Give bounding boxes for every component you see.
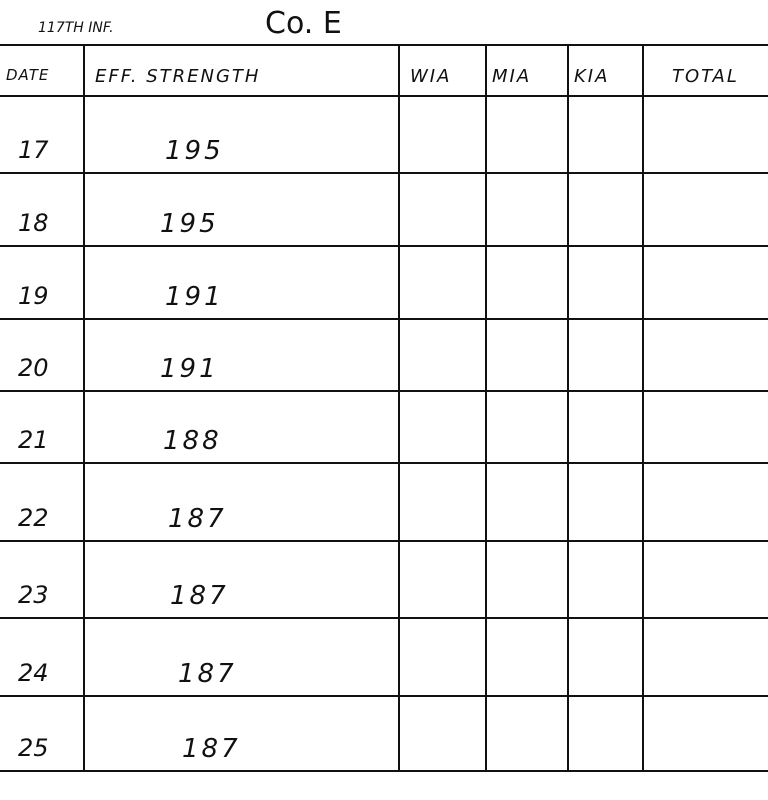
row-date: 20	[18, 354, 49, 382]
column-divider	[485, 44, 487, 772]
row-strength: 187	[178, 659, 237, 689]
row-date: 25	[18, 734, 49, 762]
row-line	[0, 390, 768, 392]
row-line	[0, 462, 768, 464]
column-header-wia: WIA	[410, 66, 452, 87]
row-date: 23	[18, 581, 49, 609]
row-strength: 188	[163, 426, 222, 456]
table-top-line	[0, 44, 768, 46]
row-strength: 191	[165, 282, 224, 312]
column-header-total: TOTAL	[672, 66, 739, 87]
row-line	[0, 245, 768, 247]
row-date: 18	[18, 209, 49, 237]
row-date: 22	[18, 504, 49, 532]
row-date: 19	[18, 282, 49, 310]
company-label: Co. E	[265, 6, 342, 41]
row-strength: 195	[160, 209, 219, 239]
row-strength: 191	[160, 354, 219, 384]
unit-label: 117TH INF.	[38, 20, 114, 36]
header-bottom-line	[0, 95, 768, 97]
row-strength: 195	[165, 136, 224, 166]
row-date: 24	[18, 659, 49, 687]
column-header-date: DATE	[6, 66, 50, 84]
column-divider	[642, 44, 644, 772]
column-divider	[398, 44, 400, 772]
row-line	[0, 172, 768, 174]
row-line	[0, 695, 768, 697]
row-strength: 187	[168, 504, 227, 534]
column-header-strength: EFF. STRENGTH	[95, 66, 261, 87]
row-line	[0, 318, 768, 320]
column-divider	[567, 44, 569, 772]
column-header-mia: MIA	[492, 66, 532, 87]
row-line	[0, 770, 768, 772]
column-divider	[83, 44, 85, 772]
row-strength: 187	[170, 581, 229, 611]
row-line	[0, 617, 768, 619]
row-date: 21	[18, 426, 49, 454]
row-date: 17	[18, 136, 49, 164]
column-header-kia: KIA	[574, 66, 610, 87]
row-line	[0, 540, 768, 542]
row-strength: 187	[182, 734, 241, 764]
